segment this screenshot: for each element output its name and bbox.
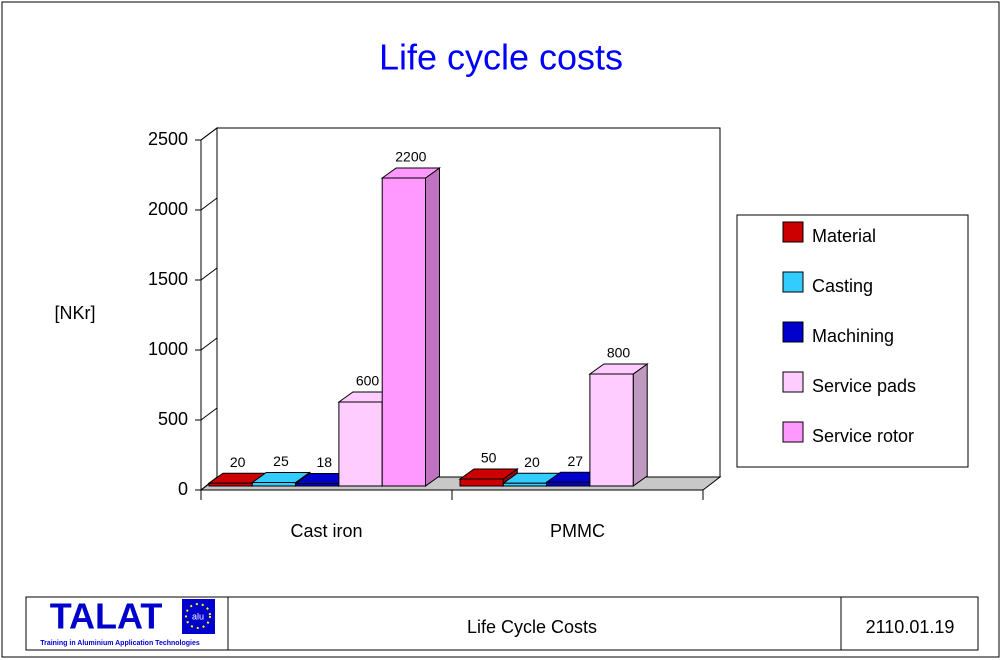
bar bbox=[588, 363, 649, 487]
chart-title: Life cycle costs bbox=[379, 37, 623, 78]
y-tick-label: 1000 bbox=[148, 339, 188, 359]
legend-label: Service pads bbox=[812, 376, 916, 396]
x-tick-label: PMMC bbox=[550, 521, 605, 541]
y-axis-label: [NKr] bbox=[54, 303, 95, 323]
bar-front bbox=[459, 478, 504, 487]
value-label: 800 bbox=[607, 345, 631, 361]
legend-swatch bbox=[782, 271, 804, 293]
y-tick-depth bbox=[200, 407, 218, 421]
legend-box bbox=[736, 214, 969, 468]
logo-badge: alu bbox=[192, 611, 204, 621]
bar-front bbox=[295, 482, 340, 487]
y-tick-label: 2000 bbox=[148, 199, 188, 219]
legend-swatch bbox=[782, 321, 804, 343]
bar-front bbox=[208, 482, 253, 487]
y-tick-depth bbox=[200, 127, 218, 141]
bar-front bbox=[251, 482, 297, 487]
y-tick-label: 500 bbox=[158, 409, 188, 429]
legend-swatch bbox=[782, 371, 804, 393]
legend-label: Service rotor bbox=[812, 426, 914, 446]
value-label: 18 bbox=[316, 454, 332, 470]
legend-label: Machining bbox=[812, 326, 894, 346]
value-label: 2200 bbox=[395, 149, 426, 165]
legend-swatch bbox=[782, 221, 804, 243]
legend-label: Material bbox=[812, 226, 876, 246]
legend-swatch bbox=[782, 421, 804, 443]
bar-front bbox=[381, 177, 427, 487]
value-label: 20 bbox=[524, 454, 540, 470]
footer-code-box bbox=[840, 596, 979, 651]
y-tick-label: 1500 bbox=[148, 269, 188, 289]
y-tick-label: 2500 bbox=[148, 129, 188, 149]
logo-text: TALAT bbox=[50, 596, 163, 637]
y-tick-label: 0 bbox=[178, 479, 188, 499]
value-label: 25 bbox=[273, 453, 289, 469]
footer-title: Life Cycle Costs bbox=[467, 617, 597, 637]
value-label: 20 bbox=[230, 454, 246, 470]
logo-stars bbox=[185, 603, 211, 629]
side-wall bbox=[200, 127, 218, 492]
y-tick-depth bbox=[200, 337, 218, 351]
bar-front bbox=[546, 481, 591, 487]
value-label: 50 bbox=[481, 450, 497, 466]
bar-front bbox=[338, 401, 383, 487]
x-tick-label: Cast iron bbox=[290, 521, 362, 541]
bar-side-shade bbox=[633, 364, 648, 486]
footer-code: 2110.01.19 bbox=[866, 617, 955, 637]
value-label: 27 bbox=[567, 453, 583, 469]
bar-side-shade bbox=[425, 168, 440, 486]
legend-label: Casting bbox=[812, 276, 873, 296]
y-tick-depth bbox=[200, 197, 218, 211]
bar bbox=[380, 167, 442, 487]
logo-subtitle: Training in Aluminium Application Techno… bbox=[40, 640, 200, 647]
value-label: 600 bbox=[356, 373, 380, 389]
bar-front bbox=[502, 482, 548, 487]
bar-front bbox=[589, 373, 634, 487]
y-tick-depth bbox=[200, 267, 218, 281]
